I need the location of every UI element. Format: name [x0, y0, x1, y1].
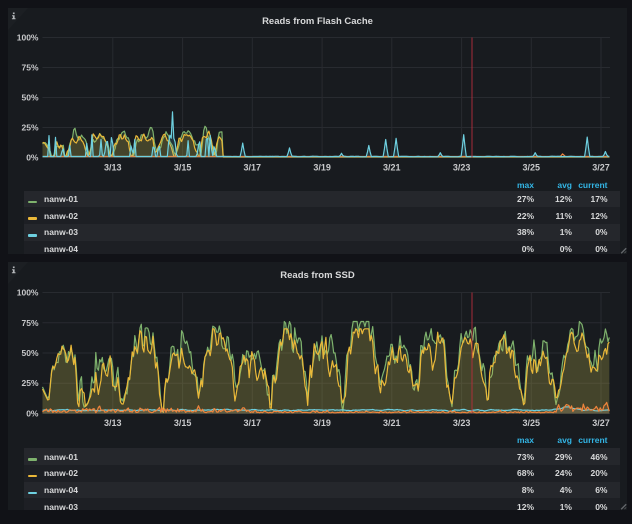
svg-text:3/19: 3/19 — [313, 163, 331, 173]
svg-text:3/17: 3/17 — [244, 163, 262, 173]
svg-text:25%: 25% — [21, 123, 38, 133]
svg-text:0%: 0% — [26, 153, 39, 163]
svg-text:3/15: 3/15 — [174, 163, 192, 173]
svg-text:50%: 50% — [21, 93, 38, 103]
svg-text:50%: 50% — [21, 348, 38, 358]
svg-text:3/21: 3/21 — [383, 163, 401, 173]
svg-text:3/13: 3/13 — [104, 418, 122, 428]
svg-text:3/27: 3/27 — [592, 163, 610, 173]
svg-text:3/23: 3/23 — [453, 418, 471, 428]
svg-text:75%: 75% — [21, 318, 38, 328]
svg-text:3/13: 3/13 — [104, 163, 122, 173]
svg-text:3/25: 3/25 — [523, 418, 541, 428]
svg-text:3/17: 3/17 — [244, 418, 262, 428]
svg-text:100%: 100% — [17, 33, 39, 43]
svg-text:3/19: 3/19 — [313, 418, 331, 428]
svg-text:75%: 75% — [21, 63, 38, 73]
svg-text:3/15: 3/15 — [174, 418, 192, 428]
svg-text:25%: 25% — [21, 378, 38, 388]
svg-text:0%: 0% — [26, 409, 39, 419]
svg-text:3/23: 3/23 — [453, 163, 471, 173]
svg-text:100%: 100% — [17, 288, 39, 298]
svg-text:3/27: 3/27 — [592, 418, 610, 428]
svg-text:3/21: 3/21 — [383, 418, 401, 428]
svg-text:3/25: 3/25 — [523, 163, 541, 173]
